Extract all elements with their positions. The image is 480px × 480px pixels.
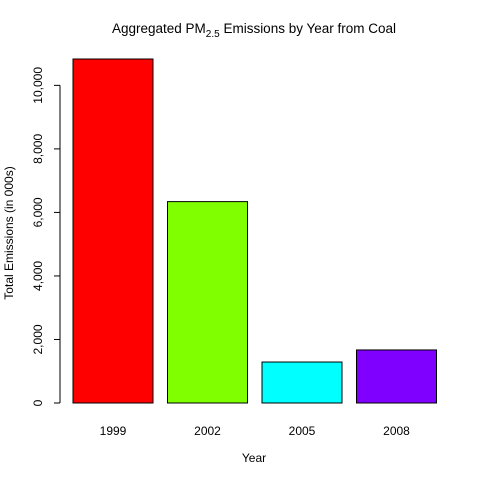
x-tick-labels: 1999 2002 2005 2008 [100,424,411,438]
chart-title-subscript: 2.5 [206,29,220,40]
y-tick-label-0: 0 [31,399,45,406]
bar-2008 [356,349,437,404]
y-tick-label-8000: 8,000 [31,134,45,164]
x-tick-label-2005: 2005 [289,424,316,438]
y-tick-label-6000: 6,000 [31,197,45,227]
x-tick-label-2002: 2002 [194,424,221,438]
bar-2002 [167,201,248,404]
bar-1999 [72,58,154,404]
y-tick-label-10000: 10,000 [31,67,45,104]
x-tick-label-2008: 2008 [383,424,410,438]
y-tick-label-4000: 4,000 [31,261,45,291]
x-axis-label: Year [242,451,266,465]
y-tick-label-2000: 2,000 [31,324,45,354]
y-axis-label: Total Emissions (in 000s) [2,166,16,299]
bars-group [72,58,437,404]
x-tick-label-1999: 1999 [100,424,127,438]
chart-title: Aggregated PM2.5 Emissions by Year from … [112,21,396,40]
chart-title-rest: Emissions by Year from Coal [220,21,396,36]
y-axis: 0 2,000 4,000 6,000 8,000 10,000 [31,67,61,406]
bar-2005 [261,361,343,404]
chart-title-main: Aggregated PM [112,21,206,36]
